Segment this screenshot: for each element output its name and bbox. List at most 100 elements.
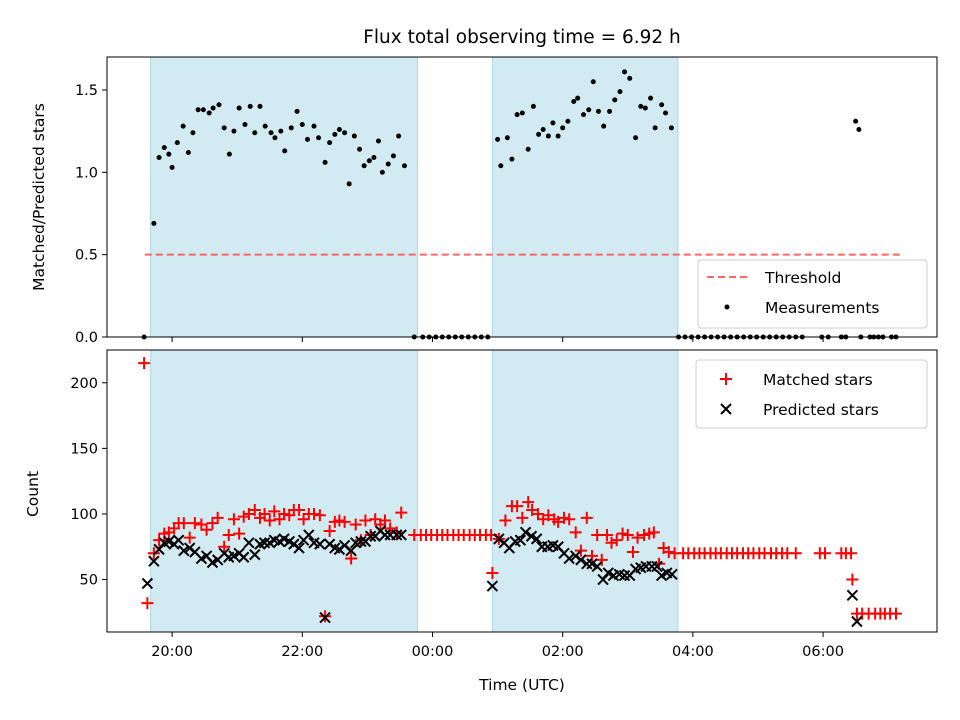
predicted-stars-point [355, 535, 367, 548]
predicted-stars-point [646, 560, 658, 573]
predicted-stars-point [846, 589, 859, 601]
measurements-point [648, 95, 654, 101]
matched-stars-point [349, 518, 362, 531]
measurements-point [174, 140, 180, 146]
measurements-point [612, 97, 618, 103]
predicted-stars-point [618, 569, 631, 582]
bottom-y-ticks: 50 100 150 200 [70, 376, 107, 589]
predicted-legend-label: Predicted stars [763, 401, 879, 419]
predicted-stars-point [851, 615, 863, 628]
measurements-point [530, 103, 536, 109]
predicted-stars-point [148, 555, 160, 567]
measurements-point [525, 146, 531, 152]
matched-stars-point [574, 544, 587, 557]
measurements-point [242, 122, 248, 128]
top-shading [150, 56, 679, 338]
matched-stars-point [195, 518, 208, 531]
measurements-point [545, 133, 551, 139]
measurements-point [607, 108, 613, 114]
measurements-point [299, 122, 305, 128]
measurements-point [327, 140, 333, 146]
matched-stars-point [222, 528, 235, 541]
matched-stars-point [395, 506, 408, 519]
matched-stars-point [258, 507, 271, 520]
measurements-point [346, 181, 352, 187]
measurements-point [221, 125, 227, 131]
measurements-point [305, 136, 311, 142]
matched-stars-point [359, 514, 372, 527]
predicted-stars-point [395, 529, 407, 541]
top-legend: Threshold Measurements [697, 259, 928, 329]
predicted-stars-point [530, 533, 543, 545]
matched-stars-point [268, 505, 281, 518]
measurements-point [357, 146, 363, 152]
bottom-points [138, 357, 902, 628]
measurements-point [231, 128, 237, 134]
predicted-stars-point [486, 580, 499, 592]
matched-stars-point [499, 514, 512, 527]
matched-stars-point [227, 513, 240, 526]
observing-window-2 [491, 56, 679, 338]
measurements-point [294, 108, 300, 114]
measurements-point [590, 79, 596, 85]
matched-stars-point [218, 540, 231, 553]
x-tick-label: 02:00 [542, 644, 584, 660]
matched-stars-point [278, 507, 291, 520]
matched-stars-point [522, 496, 535, 509]
predicted-stars-point [249, 548, 261, 561]
matched-stars-point [662, 545, 675, 558]
measurements-legend-swatch [724, 304, 730, 310]
measurements-point [498, 163, 504, 169]
x-tick-label: 04:00 [672, 644, 714, 660]
predicted-stars-point [345, 544, 357, 557]
x-axis-label: Time (UTC) [478, 676, 565, 694]
top-y-axis-label: Matched/Predicted stars [30, 103, 48, 291]
predicted-stars-point [178, 544, 190, 557]
predicted-stars-point [243, 537, 255, 549]
matched-stars-point [557, 511, 570, 524]
x-tick-label: 06:00 [802, 644, 844, 660]
measurements-point [581, 112, 587, 118]
matched-stars-point [177, 517, 190, 530]
matched-stars-point [338, 515, 351, 528]
measurements-point [495, 136, 501, 142]
matched-stars-point [889, 607, 902, 620]
measurements-point [668, 125, 674, 131]
observing-window-1 [150, 349, 419, 633]
measurements-point [396, 133, 402, 139]
matched-stars-point [531, 507, 544, 520]
measurements-point [322, 159, 328, 165]
predicted-stars-point [519, 526, 532, 539]
matched-stars-point [600, 528, 613, 541]
measurements-point [560, 125, 566, 131]
matched-stars-point [378, 514, 391, 527]
matched-stars-point [569, 526, 582, 539]
measurements-point [166, 151, 172, 157]
measurements-point [638, 103, 644, 109]
top-y-ticks: 0.0 0.5 1.0 1.5 [75, 83, 107, 346]
predicted-stars-point [514, 534, 527, 546]
matched-stars-point [563, 513, 576, 526]
measurements-point [288, 125, 294, 131]
measurements-point [565, 118, 571, 124]
measurements-point [371, 154, 377, 160]
y-tick-label: 1.0 [75, 165, 98, 181]
matched-stars-point [183, 531, 196, 544]
measurements-point [195, 107, 201, 113]
bottom-legend: Matched stars Predicted stars [695, 359, 928, 429]
predicted-stars-point [666, 568, 678, 580]
bottom-y-axis-label: Count [24, 471, 42, 517]
y-tick-label: 0.5 [75, 248, 98, 264]
matched-stars-point [845, 547, 858, 560]
predicted-stars-point [141, 577, 154, 590]
x-tick-label: 00:00 [412, 644, 454, 660]
matched-stars-point [616, 527, 629, 540]
measurements-point [575, 95, 581, 101]
measurements-point [151, 220, 157, 226]
predicted-stars-point [379, 529, 391, 541]
matched-stars-point [610, 534, 623, 547]
predicted-stars-point [651, 560, 663, 573]
bottom-axes-frame [106, 349, 938, 633]
measurements-point [342, 130, 348, 136]
